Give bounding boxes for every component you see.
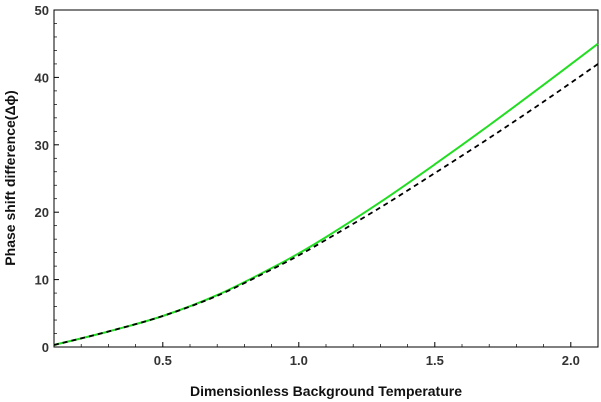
x-tick-label: 0.5 xyxy=(154,353,172,368)
y-axis-label: Phase shift difference(Δϕ) xyxy=(2,90,18,265)
y-axis: 0 10 20 30 40 50 xyxy=(35,3,59,355)
y-tick-label: 10 xyxy=(35,273,49,288)
series-layer xyxy=(53,42,599,346)
y-tick-label: 40 xyxy=(35,70,49,85)
x-tick-label: 1.5 xyxy=(426,353,444,368)
series-solid-line xyxy=(53,42,599,346)
x-axis-label: Dimensionless Background Temperature xyxy=(190,383,462,399)
x-tick-label: 1.0 xyxy=(290,353,308,368)
series-dashed-line xyxy=(53,63,599,346)
y-tick-label: 50 xyxy=(35,3,49,18)
y-tick-label: 0 xyxy=(42,340,49,355)
x-axis: 0.5 1.0 1.5 2.0 xyxy=(80,342,599,368)
y-tick-label: 30 xyxy=(35,138,49,153)
x-tick-label: 2.0 xyxy=(562,353,580,368)
plot-frame xyxy=(53,9,599,348)
y-tick-label: 20 xyxy=(35,205,49,220)
